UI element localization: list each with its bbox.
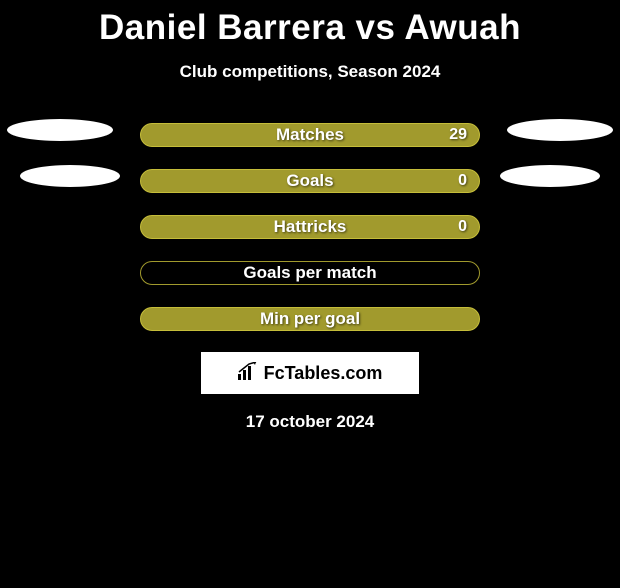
stat-bar: Min per goal (140, 307, 480, 331)
stats-chart: Matches 29 Goals 0 Hattricks 0 Goals per… (0, 122, 620, 332)
right-ellipse (507, 119, 613, 141)
page-title: Daniel Barrera vs Awuah (0, 8, 620, 48)
stat-row-mpg: Min per goal (0, 306, 620, 332)
stat-value: 0 (458, 172, 467, 190)
stat-row-hattricks: Hattricks 0 (0, 214, 620, 240)
stat-row-gpm: Goals per match (0, 260, 620, 286)
stat-bar: Hattricks 0 (140, 215, 480, 239)
stat-row-matches: Matches 29 (0, 122, 620, 148)
stat-label: Matches (276, 125, 344, 145)
logo-text: FcTables.com (264, 363, 383, 384)
stat-value: 0 (458, 218, 467, 236)
chart-icon (238, 362, 260, 385)
logo: FcTables.com (201, 352, 419, 394)
stat-label: Hattricks (274, 217, 347, 237)
stat-label: Goals per match (243, 263, 376, 283)
stat-bar: Goals per match (140, 261, 480, 285)
stat-row-goals: Goals 0 (0, 168, 620, 194)
left-ellipse (20, 165, 120, 187)
left-ellipse (7, 119, 113, 141)
stat-value: 29 (449, 126, 467, 144)
stat-label: Goals (286, 171, 333, 191)
logo-content: FcTables.com (238, 362, 383, 385)
stat-bar: Matches 29 (140, 123, 480, 147)
stat-bar: Goals 0 (140, 169, 480, 193)
right-ellipse (500, 165, 600, 187)
stat-label: Min per goal (260, 309, 360, 329)
subtitle: Club competitions, Season 2024 (0, 62, 620, 82)
footer-date: 17 october 2024 (0, 412, 620, 432)
